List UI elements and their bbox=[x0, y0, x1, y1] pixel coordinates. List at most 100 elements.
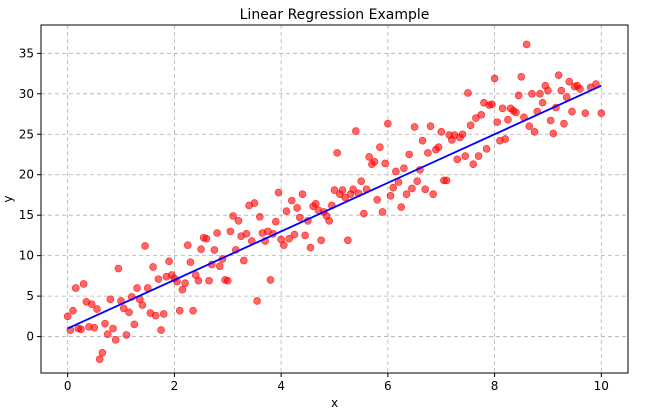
y-tick-label: 25 bbox=[19, 127, 34, 141]
scatter-point bbox=[178, 285, 187, 294]
scatter-point bbox=[215, 262, 224, 270]
scatter-point bbox=[87, 300, 96, 309]
scatter-point bbox=[597, 109, 606, 118]
scatter-point bbox=[501, 135, 510, 143]
scatter-point bbox=[474, 152, 483, 160]
scatter-point bbox=[229, 212, 237, 220]
y-tick-label: 20 bbox=[19, 168, 34, 182]
scatter-point bbox=[274, 188, 283, 197]
scatter-point bbox=[530, 128, 539, 136]
scatter-point bbox=[213, 229, 221, 237]
x-tick-label: 0 bbox=[64, 379, 72, 393]
scatter-point bbox=[405, 150, 414, 159]
scatter-point bbox=[549, 129, 558, 138]
scatter-point bbox=[442, 176, 451, 185]
scatter-point bbox=[544, 86, 552, 95]
scatter-point bbox=[389, 183, 398, 192]
scatter-point bbox=[482, 145, 491, 153]
scatter-point bbox=[202, 234, 211, 243]
scatter-point bbox=[568, 107, 576, 116]
y-tick-label: 35 bbox=[19, 46, 34, 60]
scatter-point bbox=[560, 119, 568, 128]
scatter-point bbox=[234, 217, 243, 225]
scatter-point bbox=[429, 190, 438, 198]
y-tick-label: 5 bbox=[26, 289, 34, 303]
scatter-point bbox=[194, 276, 203, 285]
plot-frame bbox=[40, 24, 629, 374]
x-tick-label: 6 bbox=[384, 379, 392, 393]
scatter-point bbox=[242, 230, 251, 238]
scatter-point bbox=[271, 217, 280, 226]
scatter-point bbox=[101, 319, 109, 328]
scatter-point bbox=[546, 116, 555, 125]
x-tick-label: 8 bbox=[491, 379, 499, 393]
scatter-point bbox=[517, 72, 526, 81]
scatter-point bbox=[400, 164, 408, 173]
scatter-point bbox=[376, 143, 384, 152]
scatter-point bbox=[119, 304, 128, 313]
y-tick-label: 15 bbox=[19, 208, 34, 222]
scatter-point bbox=[426, 122, 435, 130]
scatter-point bbox=[477, 111, 486, 119]
scatter-point bbox=[421, 185, 430, 194]
chart-title: Linear Regression Example bbox=[240, 7, 430, 23]
scatter-point bbox=[93, 305, 101, 313]
scatter-point bbox=[210, 246, 219, 254]
scatter-point bbox=[525, 122, 534, 130]
scatter-point bbox=[370, 157, 379, 166]
scatter-point bbox=[386, 191, 395, 200]
scatter-point bbox=[349, 185, 357, 194]
scatter-point bbox=[576, 85, 584, 93]
scatter-point bbox=[330, 186, 339, 194]
x-tick-label: 10 bbox=[594, 379, 609, 393]
scatter-point bbox=[296, 213, 304, 222]
scatter-point bbox=[434, 143, 443, 152]
scatter-point bbox=[282, 207, 291, 215]
scatter-point bbox=[141, 242, 149, 250]
scatter-point bbox=[109, 324, 117, 333]
scatter-point bbox=[338, 186, 347, 194]
scatter-point bbox=[384, 119, 392, 128]
scatter-point bbox=[381, 159, 389, 168]
x-tick-label: 4 bbox=[277, 379, 285, 393]
scatter-point bbox=[581, 109, 590, 118]
scatter-point bbox=[133, 284, 141, 292]
scatter-point bbox=[125, 308, 133, 317]
scatter-point bbox=[352, 127, 360, 135]
scatter-point bbox=[255, 213, 264, 221]
scatter-point bbox=[280, 241, 288, 249]
scatter-point bbox=[458, 130, 467, 139]
scatter-point bbox=[378, 208, 387, 216]
scatter-point bbox=[373, 196, 381, 204]
scatter-point bbox=[122, 331, 131, 339]
scatter-point bbox=[402, 190, 411, 198]
scatter-point bbox=[333, 149, 341, 157]
scatter-point bbox=[253, 297, 261, 305]
scatter-point bbox=[111, 336, 120, 344]
scatter-point bbox=[95, 355, 104, 364]
scatter-point bbox=[528, 89, 536, 98]
scatter-point bbox=[410, 123, 419, 131]
y-tick-label: 10 bbox=[19, 249, 34, 263]
scatter-point bbox=[538, 98, 547, 107]
scatter-point bbox=[413, 177, 422, 185]
scatter-point bbox=[453, 155, 462, 164]
scatter-point bbox=[557, 86, 566, 95]
scatter-point bbox=[266, 276, 275, 284]
scatter-point bbox=[285, 234, 293, 243]
scatter-point bbox=[183, 241, 192, 249]
scatter-point bbox=[103, 330, 112, 338]
y-tick-label: 0 bbox=[26, 330, 34, 344]
scatter-point bbox=[223, 276, 232, 285]
scatter-point bbox=[157, 326, 165, 334]
scatter-point bbox=[464, 89, 472, 97]
scatter-point bbox=[554, 71, 563, 79]
scatter-point bbox=[293, 204, 301, 212]
x-tick-label: 2 bbox=[171, 379, 179, 393]
scatter-point bbox=[250, 199, 259, 207]
scatter-point bbox=[498, 104, 507, 113]
scatter-point bbox=[397, 203, 406, 211]
scatter-point bbox=[288, 196, 296, 205]
scatter-point bbox=[357, 177, 365, 185]
